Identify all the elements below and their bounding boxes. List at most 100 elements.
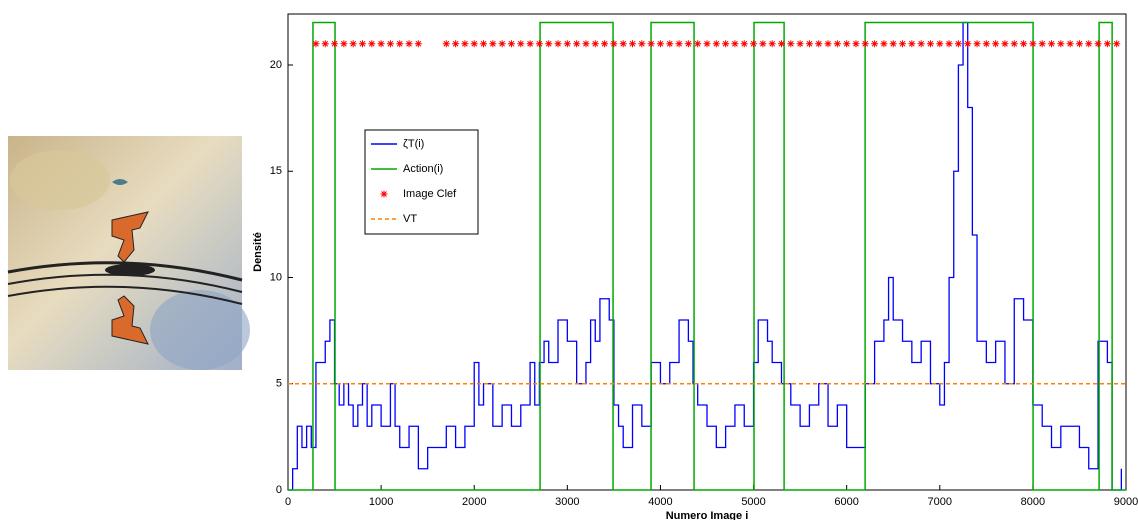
key-image-mark <box>582 40 590 48</box>
legend-label: VT <box>403 213 417 225</box>
key-image-mark <box>954 40 962 48</box>
key-image-mark <box>675 40 683 48</box>
key-image-mark <box>1001 40 1009 48</box>
y-tick-label: 20 <box>270 59 282 71</box>
key-image-mark <box>452 40 460 48</box>
y-tick-label: 0 <box>276 484 282 496</box>
key-image-mark <box>405 40 413 48</box>
key-image-mark <box>1066 40 1074 48</box>
key-image-mark <box>414 40 422 48</box>
key-image-mark <box>554 40 562 48</box>
x-tick-label: 6000 <box>834 496 858 508</box>
x-axis-label: Numero Image i <box>666 510 749 520</box>
x-tick-label: 3000 <box>555 496 579 508</box>
key-image-mark <box>926 40 934 48</box>
key-image-mark <box>321 40 329 48</box>
legend: ζT(i) Action(i) Image Clef VT <box>364 129 479 235</box>
key-image-mark <box>526 40 534 48</box>
legend-label: Image Clef <box>403 188 457 200</box>
x-tick-label: 2000 <box>462 496 486 508</box>
key-image-mark <box>964 40 972 48</box>
key-image-mark <box>629 40 637 48</box>
key-image-mark <box>638 40 646 48</box>
key-image-mark <box>340 40 348 48</box>
key-image-mark <box>1113 40 1121 48</box>
key-image-mark <box>507 40 515 48</box>
key-image-mark <box>768 40 776 48</box>
key-image-mark <box>1029 40 1037 48</box>
key-image-mark <box>731 40 739 48</box>
key-image-mark <box>380 190 388 198</box>
key-image-mark <box>312 40 320 48</box>
y-tick-label: 15 <box>270 165 282 177</box>
key-image-mark <box>1038 40 1046 48</box>
thumbnail <box>7 136 250 370</box>
legend-box <box>364 129 479 235</box>
y-axis-label: Densité <box>252 232 264 272</box>
y-tick-label: 5 <box>276 378 282 390</box>
key-image-mark <box>358 40 366 48</box>
y-tick-label: 10 <box>270 271 282 283</box>
key-image-mark <box>1103 40 1111 48</box>
key-image-mark <box>461 40 469 48</box>
key-image-mark <box>992 40 1000 48</box>
key-image-mark <box>1075 40 1083 48</box>
x-tick-label: 7000 <box>928 496 952 508</box>
series-line <box>288 21 1126 491</box>
key-image-mark <box>703 40 711 48</box>
key-image-mark <box>861 40 869 48</box>
key-image-mark <box>591 40 599 48</box>
key-image-mark <box>722 40 730 48</box>
key-image-mark <box>349 40 357 48</box>
key-image-mark <box>684 40 692 48</box>
key-image-mark <box>377 40 385 48</box>
key-image-mark <box>442 40 450 48</box>
key-image-mark <box>833 40 841 48</box>
legend-label: Action(i) <box>403 163 443 175</box>
key-image-mark <box>601 40 609 48</box>
key-image-mark <box>517 40 525 48</box>
series-step-line <box>288 21 1122 491</box>
key-image-mark <box>889 40 897 48</box>
key-image-mark <box>899 40 907 48</box>
key-image-mark <box>880 40 888 48</box>
key-image-mark <box>386 40 394 48</box>
key-image-mark <box>871 40 879 48</box>
key-image-mark <box>973 40 981 48</box>
key-image-mark <box>787 40 795 48</box>
key-image-mark <box>368 40 376 48</box>
key-image-mark <box>396 40 404 48</box>
key-image-mark <box>712 40 720 48</box>
key-image-mark <box>1048 40 1056 48</box>
key-image-mark <box>815 40 823 48</box>
key-image-mark <box>740 40 748 48</box>
key-image-mark <box>777 40 785 48</box>
key-image-mark <box>796 40 804 48</box>
key-image-mark <box>470 40 478 48</box>
key-image-mark <box>824 40 832 48</box>
key-image-mark <box>573 40 581 48</box>
key-image-mark <box>535 40 543 48</box>
key-image-mark <box>852 40 860 48</box>
legend-label: ζT(i) <box>403 138 424 150</box>
key-image-mark <box>656 40 664 48</box>
key-image-mark <box>1020 40 1028 48</box>
key-image-mark <box>805 40 813 48</box>
key-image-mark <box>908 40 916 48</box>
key-image-mark <box>694 40 702 48</box>
key-image-mark <box>610 40 618 48</box>
key-image-mark <box>563 40 571 48</box>
x-tick-label: 1000 <box>369 496 393 508</box>
x-tick-label: 8000 <box>1021 496 1045 508</box>
key-image-mark <box>489 40 497 48</box>
key-image-mark <box>982 40 990 48</box>
x-tick-label: 9000 <box>1114 496 1138 508</box>
key-image-mark <box>945 40 953 48</box>
key-image-mark <box>498 40 506 48</box>
key-image-mark <box>1010 40 1018 48</box>
key-image-mark <box>480 40 488 48</box>
key-image-mark <box>750 40 758 48</box>
x-tick-label: 5000 <box>741 496 765 508</box>
